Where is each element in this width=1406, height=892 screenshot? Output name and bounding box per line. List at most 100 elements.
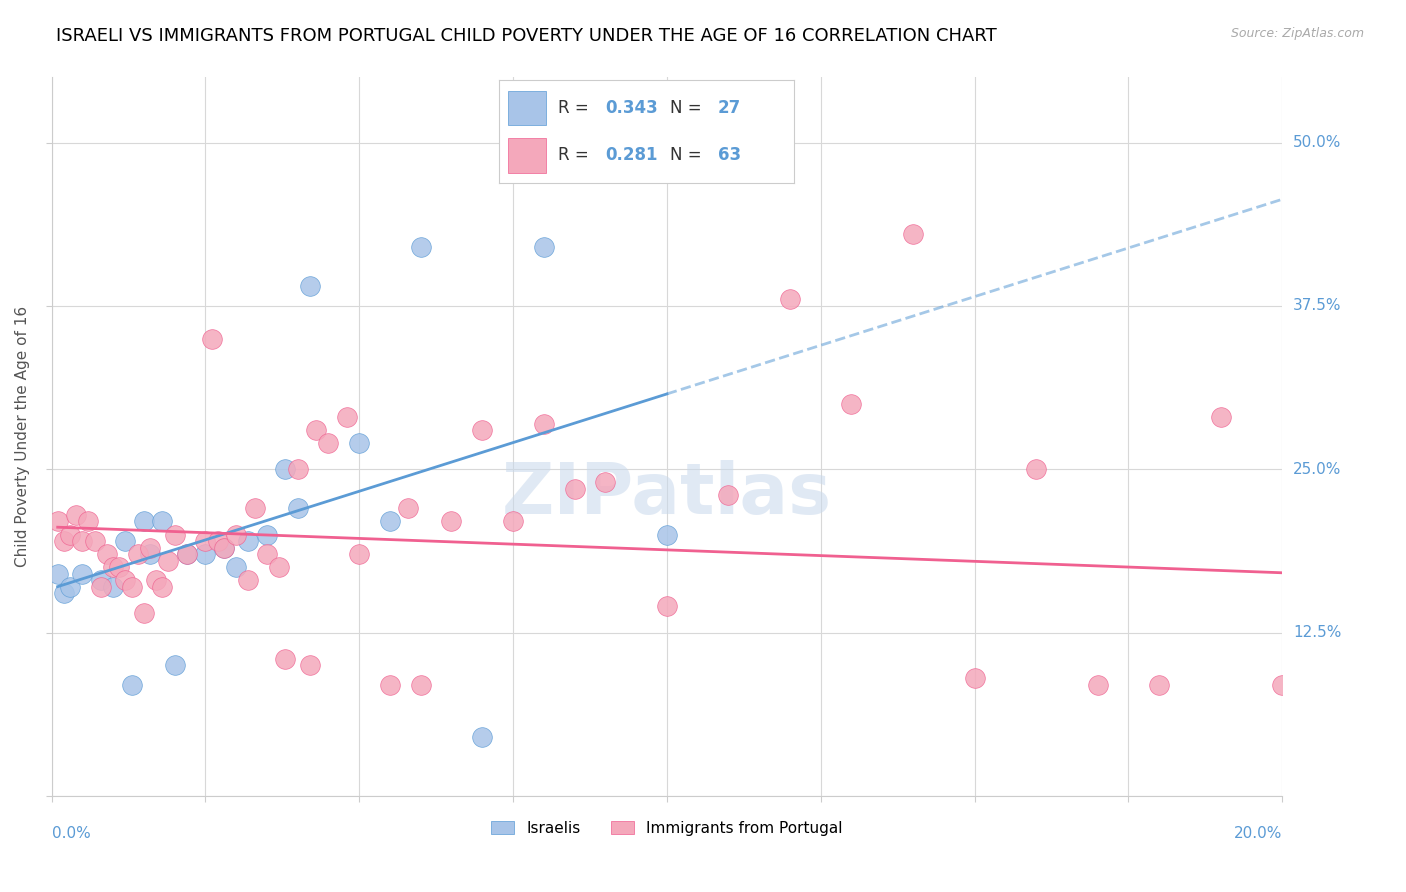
Text: 63: 63: [717, 146, 741, 164]
Point: [347, 436, 370, 450]
Point: [194, 534, 217, 549]
Point: [841, 397, 863, 411]
Point: [378, 515, 401, 529]
Point: [318, 436, 340, 450]
Point: [256, 547, 278, 561]
Point: [59, 527, 82, 541]
Point: [901, 227, 924, 242]
Point: [471, 423, 494, 437]
Point: [52, 534, 75, 549]
Point: [655, 599, 678, 614]
Text: 0.281: 0.281: [606, 146, 658, 164]
Point: [256, 527, 278, 541]
Point: [150, 515, 173, 529]
Point: [59, 580, 82, 594]
Point: [46, 566, 69, 581]
Point: [194, 547, 217, 561]
Point: [238, 534, 260, 549]
Text: Source: ZipAtlas.com: Source: ZipAtlas.com: [1230, 27, 1364, 40]
Point: [1333, 574, 1355, 588]
Point: [274, 651, 297, 665]
Point: [72, 534, 94, 549]
Point: [533, 417, 555, 431]
Point: [287, 501, 309, 516]
Point: [212, 541, 235, 555]
Bar: [508, 91, 547, 126]
Point: [1025, 462, 1047, 476]
Point: [225, 527, 247, 541]
Text: R =: R =: [558, 99, 595, 117]
Point: [396, 501, 419, 516]
Bar: [508, 137, 547, 173]
Point: [298, 279, 321, 293]
Text: ZIPatlas: ZIPatlas: [502, 459, 832, 529]
Point: [139, 541, 162, 555]
Point: [779, 293, 801, 307]
Point: [274, 462, 297, 476]
Point: [132, 606, 155, 620]
Point: [176, 547, 198, 561]
Point: [121, 580, 143, 594]
Point: [46, 515, 69, 529]
Point: [207, 534, 229, 549]
Point: [139, 547, 162, 561]
Point: [533, 240, 555, 254]
Text: ISRAELI VS IMMIGRANTS FROM PORTUGAL CHILD POVERTY UNDER THE AGE OF 16 CORRELATIO: ISRAELI VS IMMIGRANTS FROM PORTUGAL CHIL…: [56, 27, 997, 45]
Point: [1087, 678, 1109, 692]
Text: N =: N =: [671, 99, 707, 117]
Point: [96, 547, 118, 561]
Point: [200, 332, 222, 346]
Point: [564, 482, 586, 496]
Point: [52, 586, 75, 600]
Point: [471, 730, 494, 744]
Point: [83, 534, 105, 549]
Point: [212, 541, 235, 555]
Point: [440, 515, 463, 529]
Point: [127, 547, 149, 561]
Point: [157, 554, 180, 568]
Point: [243, 501, 266, 516]
Point: [108, 560, 131, 574]
Point: [114, 574, 136, 588]
Point: [114, 534, 136, 549]
Point: [1209, 410, 1232, 425]
Text: 50.0%: 50.0%: [1294, 136, 1341, 150]
Point: [101, 560, 124, 574]
Point: [305, 423, 328, 437]
Point: [225, 560, 247, 574]
Point: [502, 515, 524, 529]
Point: [336, 410, 359, 425]
Point: [90, 580, 112, 594]
Text: 25.0%: 25.0%: [1294, 462, 1341, 476]
Point: [176, 547, 198, 561]
Point: [655, 527, 678, 541]
Point: [145, 574, 167, 588]
Point: [595, 475, 617, 490]
Text: 27: 27: [717, 99, 741, 117]
Point: [101, 580, 124, 594]
Text: 20.0%: 20.0%: [1234, 826, 1282, 841]
Point: [269, 560, 291, 574]
Point: [287, 462, 309, 476]
Point: [163, 658, 186, 673]
Point: [298, 658, 321, 673]
Point: [65, 508, 87, 522]
Point: [163, 527, 186, 541]
Text: N =: N =: [671, 146, 707, 164]
Text: 0.343: 0.343: [606, 99, 658, 117]
Point: [347, 547, 370, 561]
Point: [1393, 462, 1406, 476]
Point: [132, 515, 155, 529]
Point: [963, 671, 986, 685]
Point: [409, 240, 432, 254]
Point: [150, 580, 173, 594]
Y-axis label: Child Poverty Under the Age of 16: Child Poverty Under the Age of 16: [15, 306, 30, 567]
Point: [378, 678, 401, 692]
Point: [1271, 678, 1294, 692]
Point: [717, 488, 740, 502]
Text: R =: R =: [558, 146, 595, 164]
Legend: Israelis, Immigrants from Portugal: Israelis, Immigrants from Portugal: [485, 814, 849, 842]
Point: [72, 566, 94, 581]
Point: [77, 515, 100, 529]
Text: 0.0%: 0.0%: [52, 826, 90, 841]
